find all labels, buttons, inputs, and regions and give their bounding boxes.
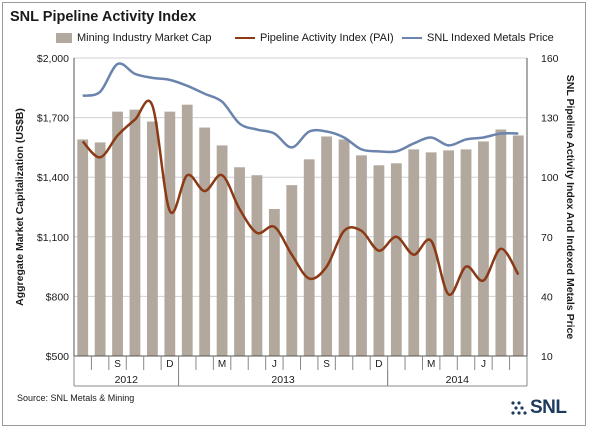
bar (460, 149, 472, 356)
bar (234, 167, 245, 356)
x-year-label: 2014 (446, 374, 470, 386)
y-axis-title-left: Aggregate Market Capitalization (US$B) (14, 108, 26, 306)
bar (512, 135, 524, 356)
bar (373, 165, 385, 356)
x-month-label: M (218, 359, 226, 370)
legend-label-pai: Pipeline Activity Index (PAI) (260, 32, 394, 44)
y-tick-left: $1,400 (37, 172, 69, 184)
bar (147, 121, 158, 356)
y-tick-right: 160 (541, 53, 559, 65)
y-tick-left: $800 (46, 291, 70, 303)
bar (216, 145, 228, 356)
legend-item-market-cap: Mining Industry Market Cap (56, 31, 212, 45)
legend-swatch-bars (56, 33, 72, 44)
logo-dots-icon (511, 401, 527, 415)
metals-price-line (82, 62, 519, 154)
bar (129, 109, 141, 356)
bar (164, 111, 176, 356)
x-year-label: 2012 (115, 374, 139, 386)
bar (443, 150, 454, 356)
y-tick-left: $1,100 (37, 232, 69, 244)
bar (112, 111, 123, 356)
pai-line (81, 99, 520, 296)
bar (199, 127, 211, 357)
x-month-label: J (481, 359, 486, 370)
source-note: Source: SNL Metals & Mining (17, 393, 135, 403)
bar (321, 136, 333, 356)
y-axis-title-right: SNL Pipeline Activity Index And Indexed … (564, 75, 576, 340)
bar (408, 149, 420, 356)
chart-title: SNL Pipeline Activity Index (10, 9, 197, 25)
x-month-label: S (323, 359, 330, 370)
y-tick-left: $500 (46, 351, 70, 363)
x-month-label: D (375, 359, 382, 370)
bar (478, 141, 489, 356)
y-tick-right: 100 (541, 172, 559, 184)
bar (286, 185, 298, 356)
x-month-label: S (114, 359, 121, 370)
bar (303, 159, 315, 356)
y-tick-right: 10 (541, 351, 553, 363)
y-tick-left: $1,700 (37, 113, 69, 125)
x-month-label: D (166, 359, 173, 370)
x-month-label: J (272, 359, 277, 370)
y-tick-left: $2,000 (37, 53, 69, 65)
bar (356, 155, 367, 356)
bar (495, 129, 507, 356)
legend-swatch-pai (235, 37, 255, 40)
bar (181, 104, 193, 356)
y-tick-right: 40 (541, 291, 553, 303)
y-tick-right: 70 (541, 232, 553, 244)
bar (390, 163, 402, 356)
legend-swatch-metals (402, 37, 422, 40)
bar (251, 175, 263, 356)
bar (425, 152, 437, 356)
x-year-label: 2013 (271, 374, 295, 386)
bar (94, 142, 106, 356)
bar (268, 208, 280, 356)
legend-label-market-cap: Mining Industry Market Cap (77, 32, 212, 44)
logo-text: SNL (530, 397, 567, 418)
x-month-label: M (427, 359, 435, 370)
legend-item-pai: Pipeline Activity Index (PAI) (235, 31, 394, 45)
y-tick-right: 130 (541, 113, 559, 125)
bar (77, 139, 89, 356)
bar (338, 139, 350, 356)
legend-item-metals: SNL Indexed Metals Price (402, 31, 554, 45)
legend-label-metals: SNL Indexed Metals Price (427, 32, 554, 44)
